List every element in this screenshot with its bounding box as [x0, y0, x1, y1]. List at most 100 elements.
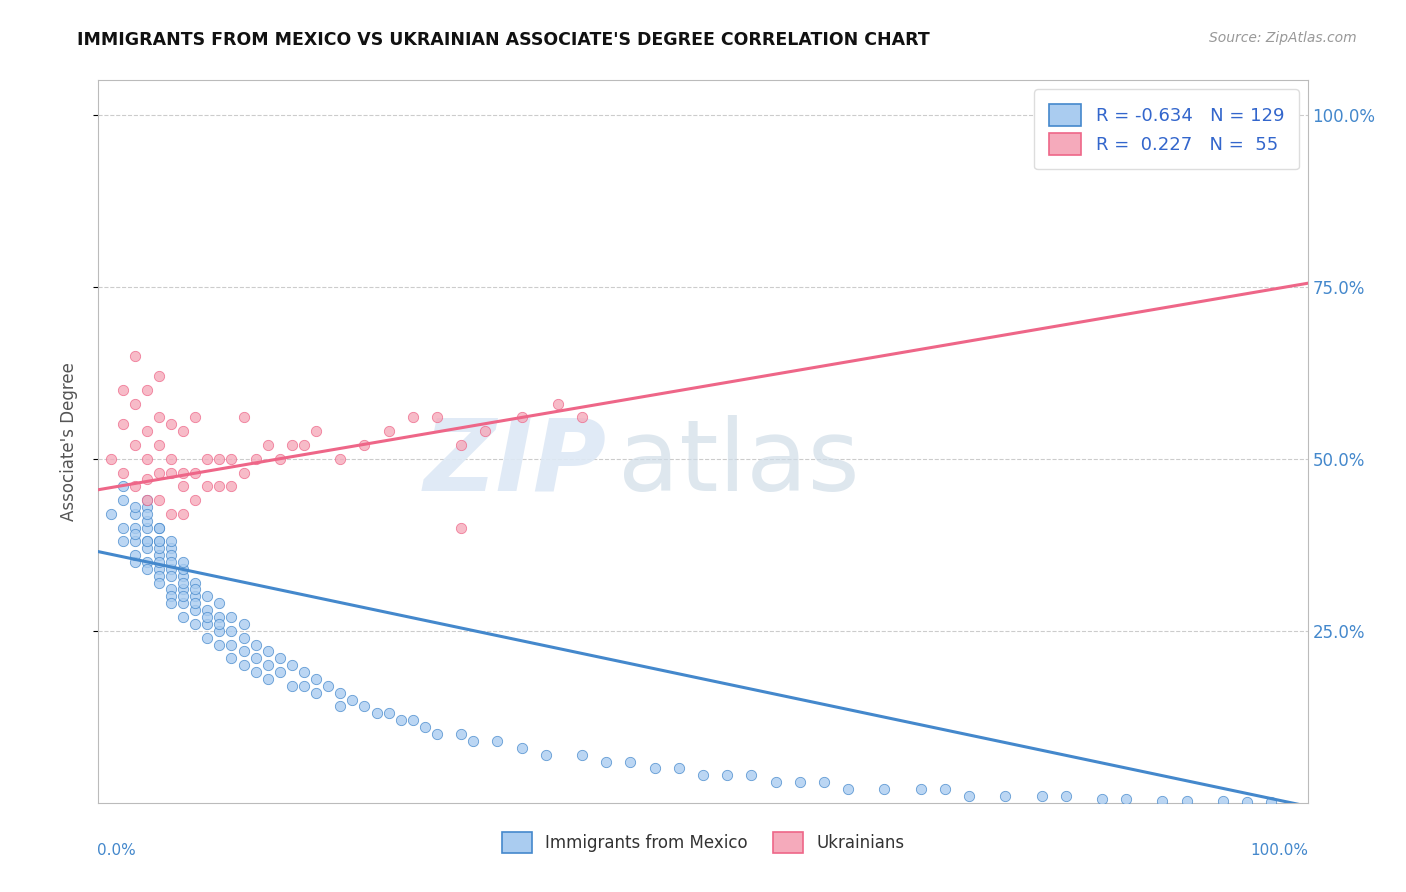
Point	[389, 713, 412, 727]
Point	[195, 479, 218, 493]
Point	[1236, 108, 1258, 122]
Point	[208, 596, 231, 610]
Point	[172, 568, 194, 582]
Point	[135, 514, 157, 528]
Point	[1091, 792, 1114, 806]
Point	[510, 410, 533, 425]
Point	[269, 451, 291, 466]
Point	[1054, 789, 1077, 803]
Point	[135, 507, 157, 521]
Point	[111, 466, 134, 480]
Point	[1212, 794, 1234, 808]
Point	[148, 520, 170, 534]
Point	[195, 603, 218, 617]
Point	[644, 761, 666, 775]
Text: Source: ZipAtlas.com: Source: ZipAtlas.com	[1209, 31, 1357, 45]
Point	[957, 789, 980, 803]
Point	[716, 768, 738, 782]
Point	[195, 631, 218, 645]
Point	[281, 658, 304, 673]
Point	[232, 631, 254, 645]
Point	[1031, 789, 1053, 803]
Point	[148, 562, 170, 576]
Point	[135, 520, 157, 534]
Point	[148, 369, 170, 384]
Point	[184, 603, 207, 617]
Point	[221, 451, 243, 466]
Point	[160, 417, 183, 432]
Point	[595, 755, 617, 769]
Point	[135, 493, 157, 508]
Point	[329, 686, 352, 700]
Point	[305, 686, 328, 700]
Point	[534, 747, 557, 762]
Point	[305, 424, 328, 438]
Point	[111, 383, 134, 397]
Point	[148, 438, 170, 452]
Point	[124, 520, 146, 534]
Point	[510, 740, 533, 755]
Point	[1152, 794, 1174, 808]
Point	[281, 679, 304, 693]
Text: IMMIGRANTS FROM MEXICO VS UKRAINIAN ASSOCIATE'S DEGREE CORRELATION CHART: IMMIGRANTS FROM MEXICO VS UKRAINIAN ASSO…	[77, 31, 931, 49]
Point	[1175, 794, 1198, 808]
Point	[124, 527, 146, 541]
Point	[172, 507, 194, 521]
Point	[342, 692, 364, 706]
Point	[148, 575, 170, 590]
Point	[184, 596, 207, 610]
Legend: Immigrants from Mexico, Ukrainians: Immigrants from Mexico, Ukrainians	[495, 826, 911, 860]
Point	[160, 451, 183, 466]
Point	[160, 507, 183, 521]
Point	[135, 534, 157, 549]
Point	[329, 451, 352, 466]
Text: atlas: atlas	[619, 415, 860, 512]
Point	[148, 493, 170, 508]
Point	[353, 438, 375, 452]
Point	[256, 672, 278, 686]
Point	[160, 562, 183, 576]
Point	[232, 644, 254, 658]
Point	[910, 782, 932, 797]
Point	[571, 410, 593, 425]
Point	[160, 534, 183, 549]
Point	[100, 507, 122, 521]
Point	[305, 672, 328, 686]
Point	[172, 555, 194, 569]
Text: 0.0%: 0.0%	[97, 843, 136, 857]
Point	[111, 520, 134, 534]
Point	[148, 568, 170, 582]
Point	[135, 451, 157, 466]
Point	[208, 624, 231, 638]
Point	[148, 410, 170, 425]
Point	[195, 451, 218, 466]
Point	[135, 555, 157, 569]
Point	[160, 548, 183, 562]
Point	[195, 590, 218, 604]
Point	[486, 734, 509, 748]
Point	[124, 500, 146, 514]
Point	[124, 507, 146, 521]
Point	[377, 424, 399, 438]
Point	[135, 534, 157, 549]
Point	[245, 638, 267, 652]
Point	[208, 451, 231, 466]
Point	[124, 438, 146, 452]
Point	[256, 438, 278, 452]
Point	[402, 410, 425, 425]
Point	[135, 500, 157, 514]
Point	[571, 747, 593, 762]
Point	[934, 782, 956, 797]
Point	[172, 610, 194, 624]
Point	[353, 699, 375, 714]
Point	[873, 782, 896, 797]
Point	[124, 349, 146, 363]
Point	[124, 397, 146, 411]
Point	[135, 493, 157, 508]
Point	[232, 658, 254, 673]
Point	[208, 616, 231, 631]
Point	[837, 782, 859, 797]
Point	[124, 479, 146, 493]
Point	[1115, 792, 1137, 806]
Point	[195, 616, 218, 631]
